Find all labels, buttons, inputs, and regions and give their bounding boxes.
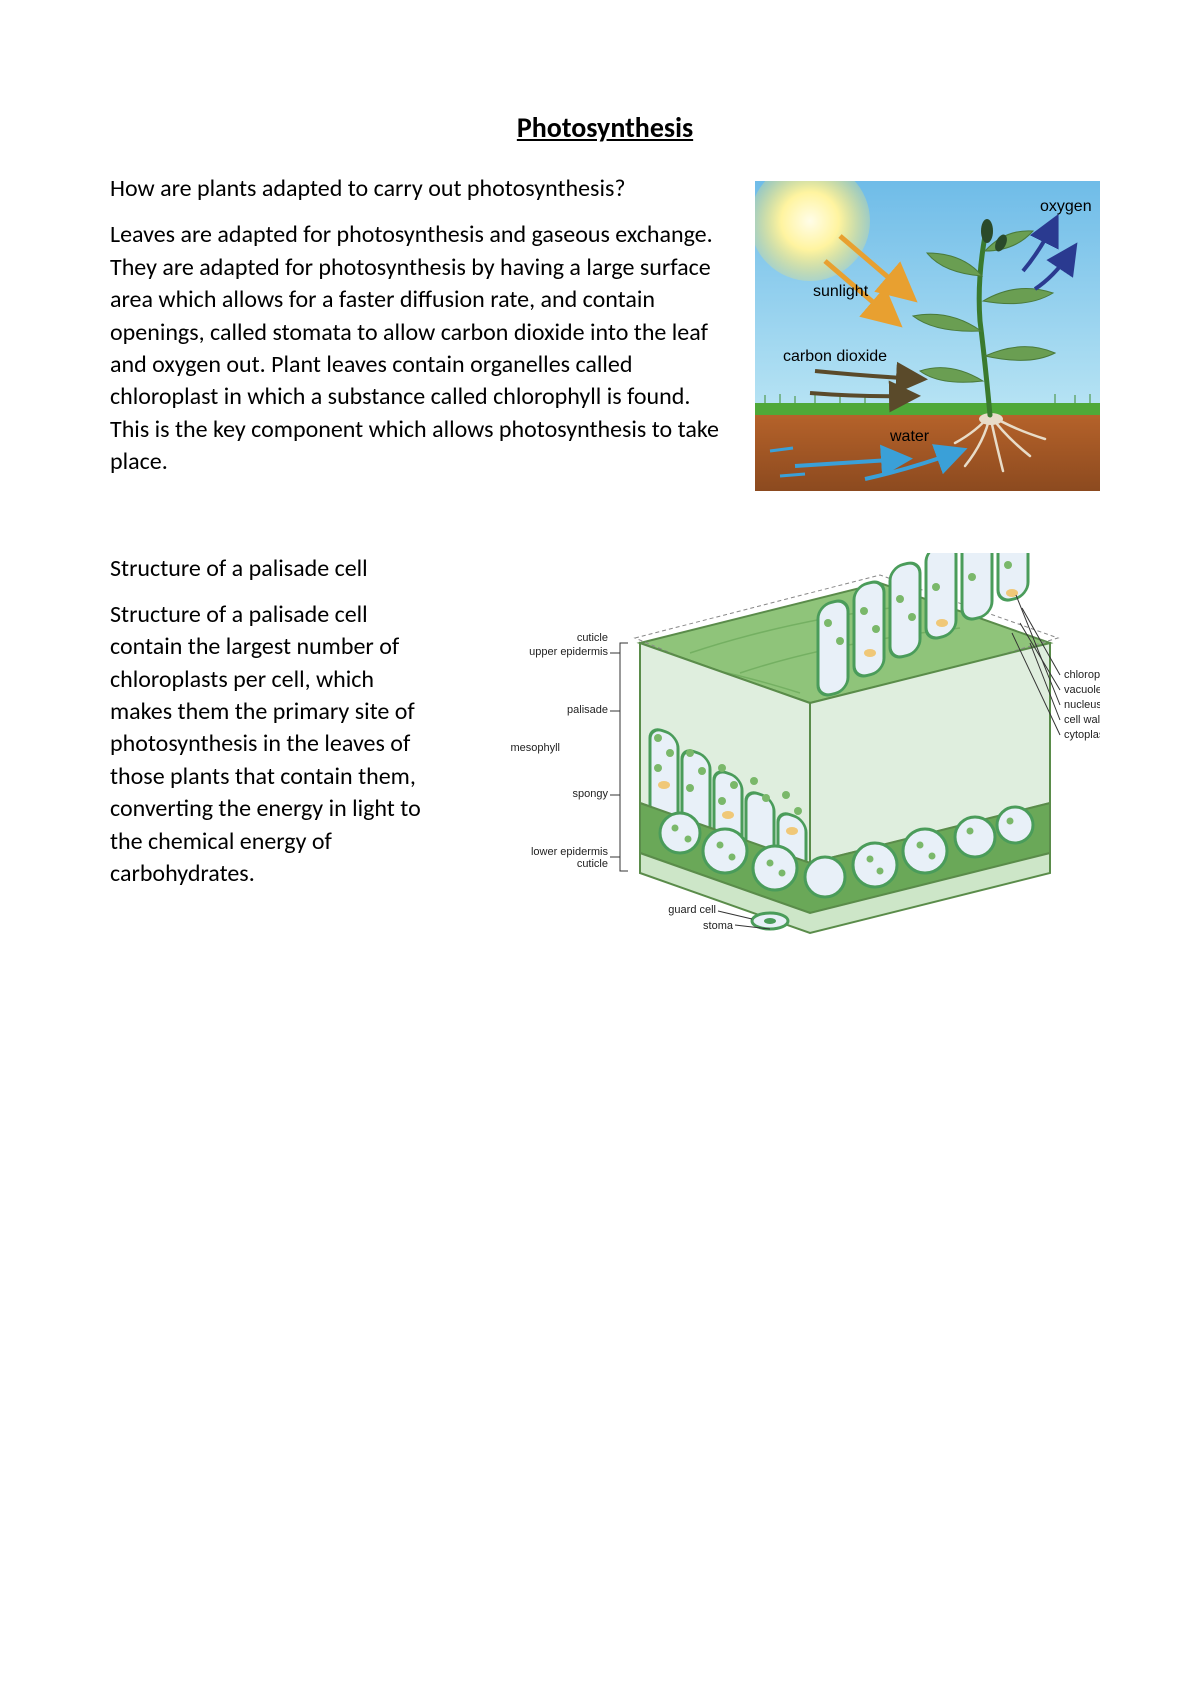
section1-body: Leaves are adapted for photosynthesis an… [110,219,727,478]
fig2-left-4: spongy [573,788,609,800]
section2-text: Structure of a palisade cell Structure o… [110,553,440,905]
fig2-left-7: guard cell [668,904,716,916]
fig2-right-3: cell wall [1064,714,1100,726]
fig1-svg: oxygen sunlight carbon dioxide water [755,181,1100,491]
fig1-label-sunlight: sunlight [813,283,869,300]
fig2-left-1: upper epidermis [529,646,608,658]
fig2-left-2: palisade [567,704,608,716]
page-title: Photosynthesis [110,110,1100,145]
fig2-left-3: mesophyll [510,742,560,754]
section1-text: How are plants adapted to carry out phot… [110,173,727,493]
leaf-cross-section-diagram: cuticle upper epidermis palisade mesophy… [460,553,1100,973]
fig2-right-0: chloroplast [1064,669,1100,681]
fig2-right-4: cytoplasm [1064,729,1100,741]
fig2-left-8: stoma [703,920,734,932]
section-adaptations: How are plants adapted to carry out phot… [110,173,1100,493]
section-palisade: Structure of a palisade cell Structure o… [110,553,1100,973]
photosynthesis-diagram: oxygen sunlight carbon dioxide water [755,181,1100,491]
section2-body: Structure of a palisade cell contain the… [110,599,440,891]
fig2-left-6: cuticle [577,858,608,870]
fig2-right-2: nucleus [1064,699,1100,711]
fig1-label-oxygen: oxygen [1040,198,1092,215]
fig2-left-5: lower epidermis [531,846,609,858]
stoma [752,913,788,929]
fig1-label-water: water [889,428,930,445]
fig2-svg: cuticle upper epidermis palisade mesophy… [460,553,1100,973]
section2-heading: Structure of a palisade cell [110,553,440,585]
section1-heading: How are plants adapted to carry out phot… [110,173,727,205]
fig2-left-0: cuticle [577,632,608,644]
fig2-right-1: vacuole [1064,684,1100,696]
fig1-label-co2: carbon dioxide [783,348,887,365]
